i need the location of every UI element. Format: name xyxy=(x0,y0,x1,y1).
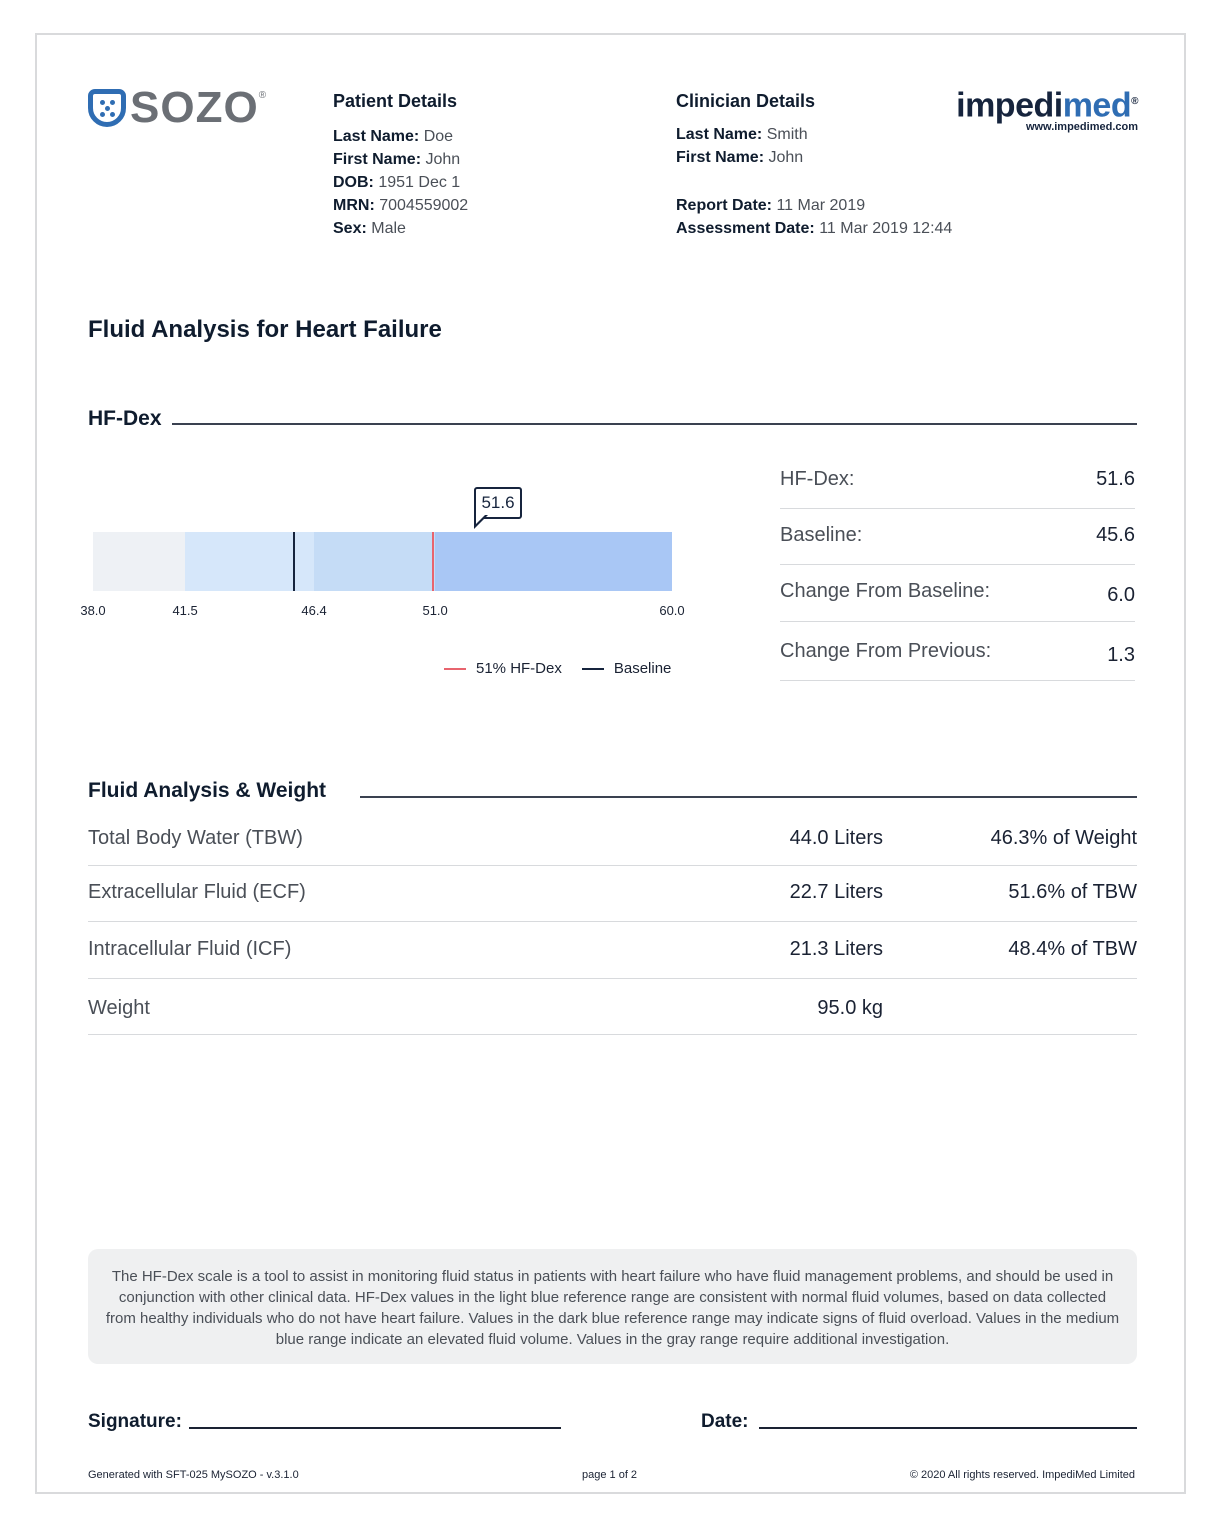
stat-row-change-previous: Change From Previous: 1.3 xyxy=(780,640,1135,681)
footer-page-number: page 1 of 2 xyxy=(582,1469,638,1481)
stat-label: Baseline: xyxy=(780,524,863,546)
assessment-date: Assessment Date: 11 Mar 2019 12:44 xyxy=(676,220,953,237)
hfdex-threshold-line xyxy=(432,532,435,591)
report-date: Report Date: 11 Mar 2019 xyxy=(676,197,866,214)
stat-label: HF-Dex: xyxy=(780,468,855,490)
fluid-percent: 51.6% of TBW xyxy=(1008,881,1137,903)
fluid-value: 44.0 Liters xyxy=(789,827,883,849)
sozo-logo: SOZO ® xyxy=(88,83,267,132)
stat-value: 51.6 xyxy=(1096,468,1135,490)
signature-line[interactable] xyxy=(189,1427,561,1429)
hfdex-marker-bubble: 51.6 xyxy=(474,487,522,519)
sozo-logo-text: SOZO xyxy=(130,83,259,132)
hfdex-marker-pointer-fill xyxy=(476,514,486,524)
clinician-details-heading: Clinician Details xyxy=(676,91,816,111)
date-line[interactable] xyxy=(759,1427,1137,1429)
clinician-details: Clinician Details Last Name: Smith First… xyxy=(676,91,952,240)
patient-details: Patient Details Last Name: Doe First Nam… xyxy=(333,91,468,240)
fluid-section-rule xyxy=(360,796,1137,798)
fluid-value: 95.0 kg xyxy=(817,997,883,1019)
patient-mrn: MRN: 7004559002 xyxy=(333,197,469,214)
fluid-percent: 46.3% of Weight xyxy=(990,827,1137,849)
hfdex-range-segment-2 xyxy=(185,532,315,591)
legend-baseline-swatch xyxy=(581,667,604,670)
legend-hfdex-label: 51% HF-Dex xyxy=(476,660,562,677)
fluid-label: Weight xyxy=(88,997,150,1019)
patient-first-name: First Name: John xyxy=(333,151,461,168)
fluid-percent: 48.4% of TBW xyxy=(1008,938,1137,960)
hfdex-tick-label: 41.5 xyxy=(172,603,198,618)
stat-label: Change From Baseline: xyxy=(780,580,991,602)
impedimed-logo-text-1: impedi xyxy=(956,86,1063,125)
fluid-section-title: Fluid Analysis & Weight xyxy=(88,779,333,803)
impedimed-logo: impedimed® www.impedimed.com xyxy=(956,86,1138,134)
impedimed-url: www.impedimed.com xyxy=(1025,121,1138,134)
signature-label: Signature: xyxy=(88,1411,182,1432)
stat-row-change-baseline: Change From Baseline: 6.0 xyxy=(780,580,1135,622)
clinician-first-name: First Name: John xyxy=(676,149,804,166)
stat-label: Change From Previous: xyxy=(780,640,992,662)
patient-details-heading: Patient Details xyxy=(333,91,458,111)
hfdex-range-segment-4 xyxy=(435,532,672,591)
registered-mark: ® xyxy=(258,90,267,101)
fluid-value: 21.3 Liters xyxy=(789,938,883,960)
sozo-logo-icon xyxy=(88,89,126,127)
patient-dob: DOB: 1951 Dec 1 xyxy=(333,174,461,191)
stat-value: 1.3 xyxy=(1107,644,1135,666)
stat-row-hfdex: HF-Dex: 51.6 xyxy=(780,468,1135,509)
page-title: Fluid Analysis for Heart Failure xyxy=(88,316,442,343)
fluid-value: 22.7 Liters xyxy=(789,881,883,903)
fluid-row-weight: Weight 95.0 kg xyxy=(88,997,1137,1035)
hfdex-disclaimer-note: The HF-Dex scale is a tool to assist in … xyxy=(88,1249,1137,1364)
hfdex-section-title: HF-Dex xyxy=(88,407,168,431)
hfdex-tick-label: 51.0 xyxy=(422,603,448,618)
stat-value: 45.6 xyxy=(1096,524,1135,546)
clinician-last-name: Last Name: Smith xyxy=(676,126,808,143)
stat-value: 6.0 xyxy=(1107,584,1135,606)
page-frame xyxy=(35,33,1186,1494)
fluid-label: Total Body Water (TBW) xyxy=(88,827,303,849)
footer-generated: Generated with SFT-025 MySOZO - v.3.1.0 xyxy=(88,1469,299,1481)
patient-last-name: Last Name: Doe xyxy=(333,128,454,145)
hfdex-section-rule xyxy=(172,423,1137,425)
hfdex-tick-label: 60.0 xyxy=(659,603,685,618)
hfdex-range-segment-3 xyxy=(314,532,436,591)
hfdex-tick-label: 38.0 xyxy=(80,603,106,618)
stat-row-baseline: Baseline: 45.6 xyxy=(780,524,1135,565)
hfdex-baseline-line xyxy=(293,532,296,591)
fluid-row-tbw: Total Body Water (TBW) 44.0 Liters 46.3%… xyxy=(88,827,1137,866)
footer-copyright: © 2020 All rights reserved. ImpediMed Li… xyxy=(909,1469,1135,1481)
legend-hfdex-swatch xyxy=(444,667,466,670)
hfdex-range-segment-1 xyxy=(93,532,186,591)
fluid-label: Extracellular Fluid (ECF) xyxy=(88,881,306,903)
fluid-row-icf: Intracellular Fluid (ICF) 21.3 Liters 48… xyxy=(88,938,1137,979)
patient-sex: Sex: Male xyxy=(333,220,406,237)
hfdex-legend: 51% HF-Dex Baseline xyxy=(444,660,671,677)
fluid-row-ecf: Extracellular Fluid (ECF) 22.7 Liters 51… xyxy=(88,881,1137,922)
date-label: Date: xyxy=(701,1411,749,1432)
legend-baseline-label: Baseline xyxy=(613,660,672,677)
fluid-label: Intracellular Fluid (ICF) xyxy=(88,938,292,960)
hfdex-tick-label: 46.4 xyxy=(301,603,327,618)
impedimed-logo-text-2: med xyxy=(1062,86,1132,125)
